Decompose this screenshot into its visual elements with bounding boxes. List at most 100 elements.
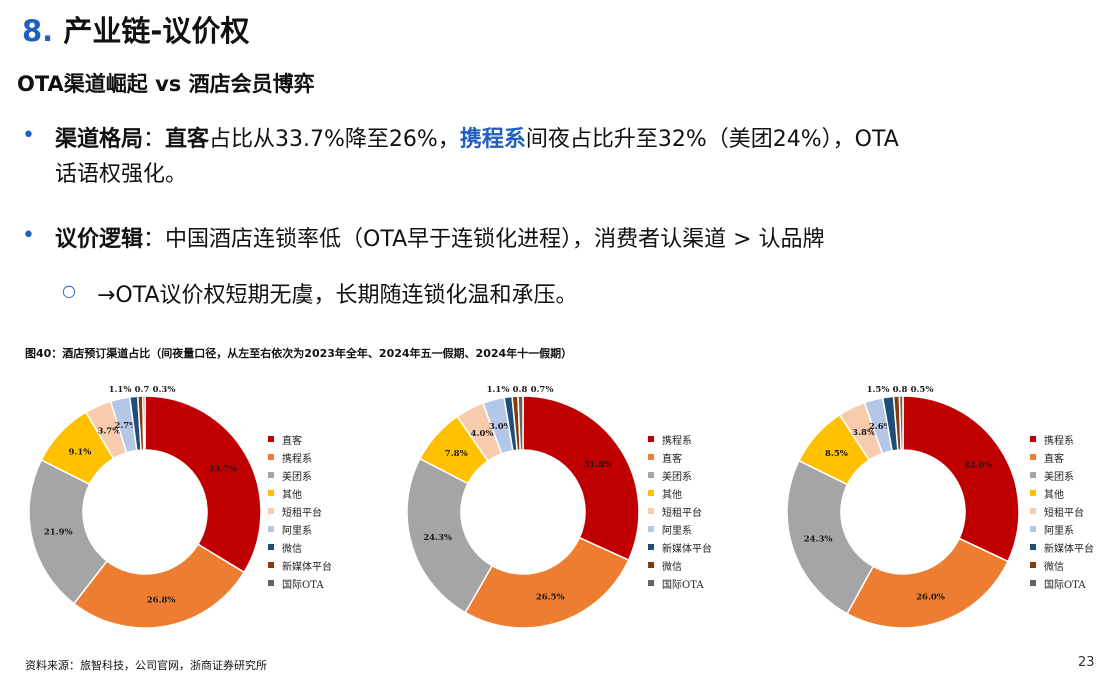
bullet-1-text2: 间夜占比升至32%（美团24%），OTA [525,127,899,152]
bullet-1-line2: 话语权强化。 [55,162,188,187]
legend-label: 阿里系 [282,525,312,537]
data-label-2: 26.5% [536,593,565,603]
data-label-1: 33.7% [208,464,237,474]
bullet-1-colon: ： [143,127,166,152]
legend-2024-may: 携程系 直客 美团系 其他 短租平台 阿里系 新媒体平台 微信 国际OTA [648,430,712,592]
sub-bullet-circle: ○ [62,281,76,300]
bullet-1: 渠道格局：直客占比从33.7%降至26%，携程系间夜占比升至32%（美团24%）… [55,122,1095,192]
legend-item: 阿里系 [648,520,712,538]
data-label-6: 2.7% [114,421,137,431]
legend-item: 阿里系 [1030,520,1094,538]
legend-swatch [648,472,654,478]
legend-swatch [648,580,654,586]
donut-slice-9 [517,395,524,451]
data-label-6: 3.0% [489,422,512,432]
legend-item: 国际OTA [268,574,332,592]
data-label-3: 24.3% [804,535,833,545]
legend-swatch [1030,436,1036,442]
legend-swatch [648,544,654,550]
bullet-2-text: ：中国酒店连锁率低（OTA早于连锁化进程），消费者认渠道 > 认品牌 [143,227,825,252]
legend-item: 短租平台 [648,502,712,520]
donut-slice-1 [522,395,640,562]
legend-item: 国际OTA [1030,574,1094,592]
legend-swatch [648,454,654,460]
legend-2024-oct: 携程系 直客 美团系 其他 短租平台 阿里系 新媒体平台 微信 国际OTA [1030,430,1094,592]
donut-slice-9 [898,395,904,451]
legend-swatch [1030,526,1036,532]
legend-label: 美团系 [282,471,312,483]
donut-slice-2 [846,537,1009,629]
legend-label: 其他 [282,489,302,501]
data-label-9: 0.7% [531,385,554,395]
legend-swatch [268,544,274,550]
donut-chart-2024-oct: 32.0% 26.0% 24.3% 8.5% 3.8%2.6% 1.5% 0.8 0.5% [786,385,1020,629]
legend-label: 短租平台 [282,507,322,519]
legend-item: 直客 [1030,448,1094,466]
legend-item: 短租平台 [1030,502,1094,520]
legend-item: 美团系 [268,466,332,484]
legend-label: 携程系 [1044,435,1074,447]
data-label-5: 4.0% [471,429,494,439]
section-title: 产业链-议价权 [63,14,250,48]
legend-item: 其他 [648,484,712,502]
sub-bullet-1: →OTA议价权短期无虞，长期随连锁化温和承压。 [97,283,578,308]
data-label-8: 0.8 [513,385,528,395]
legend-item: 微信 [268,538,332,556]
page-title: 8. 产业链-议价权 [22,8,249,50]
legend-label: 直客 [662,453,682,465]
bullet-1-label: 渠道格局 [55,127,144,152]
legend-swatch [268,472,274,478]
legend-item: 国际OTA [648,574,712,592]
legend-swatch [268,562,274,568]
bullet-1-highlight: 携程系 [459,127,526,152]
legend-label: 直客 [282,435,302,447]
legend-item: 新媒体平台 [1030,538,1094,556]
bullet-dot-2: • [22,223,35,248]
donut-slice-1 [144,395,262,574]
data-label-2: 26.0% [916,593,945,603]
data-label-3: 24.3% [423,533,452,543]
data-label-7: 1.1% [109,385,132,395]
legend-label: 美团系 [1044,471,1074,483]
legend-item: 其他 [1030,484,1094,502]
legend-item: 直客 [268,430,332,448]
legend-item: 微信 [648,556,712,574]
legend-swatch [268,454,274,460]
bullet-2-label: 议价逻辑 [55,227,144,252]
donut-slice-1 [902,395,1020,563]
bullet-2: 议价逻辑：中国酒店连锁率低（OTA早于连锁化进程），消费者认渠道 > 认品牌 [55,222,1095,257]
legend-label: 国际OTA [662,579,704,591]
data-label-3: 21.9% [44,528,73,538]
legend-label: 微信 [662,561,682,573]
legend-item: 携程系 [268,448,332,466]
bullet-dot-1: • [22,123,35,148]
section-number: 8. [22,14,54,48]
legend-label: 新媒体平台 [282,561,332,573]
data-label-7: 1.1% [487,385,510,395]
legend-swatch [268,526,274,532]
legend-item: 其他 [268,484,332,502]
data-label-2: 26.8% [147,596,176,606]
donut-chart-2023: 33.7% 26.8% 21.9% 9.1% 3.7%2.7% 1.1% 0.7 0.3% [28,385,262,629]
legend-item: 美团系 [1030,466,1094,484]
donut-slice-3 [786,459,875,615]
data-label-4: 9.1% [68,447,91,457]
legend-label: 国际OTA [282,579,324,591]
legend-swatch [1030,454,1036,460]
data-label-1: 32.0% [964,460,993,470]
data-label-9: 0.5% [911,385,934,395]
bullet-1-bold: 直客 [165,127,210,152]
legend-swatch [1030,490,1036,496]
data-label-6: 2.6% [869,422,892,432]
legend-label: 短租平台 [662,507,702,519]
legend-label: 其他 [662,489,682,501]
legend-label: 阿里系 [662,525,692,537]
data-label-8: 0.8 [893,385,908,395]
legend-swatch [1030,544,1036,550]
legend-label: 国际OTA [1044,579,1086,591]
chart-caption: 图40：酒店预订渠道占比（间夜量口径，从左至右依次为2023年全年、2024年五… [25,347,573,360]
legend-swatch [1030,580,1036,586]
data-label-5: 3.7% [97,427,120,437]
legend-item: 新媒体平台 [648,538,712,556]
legend-label: 阿里系 [1044,525,1074,537]
